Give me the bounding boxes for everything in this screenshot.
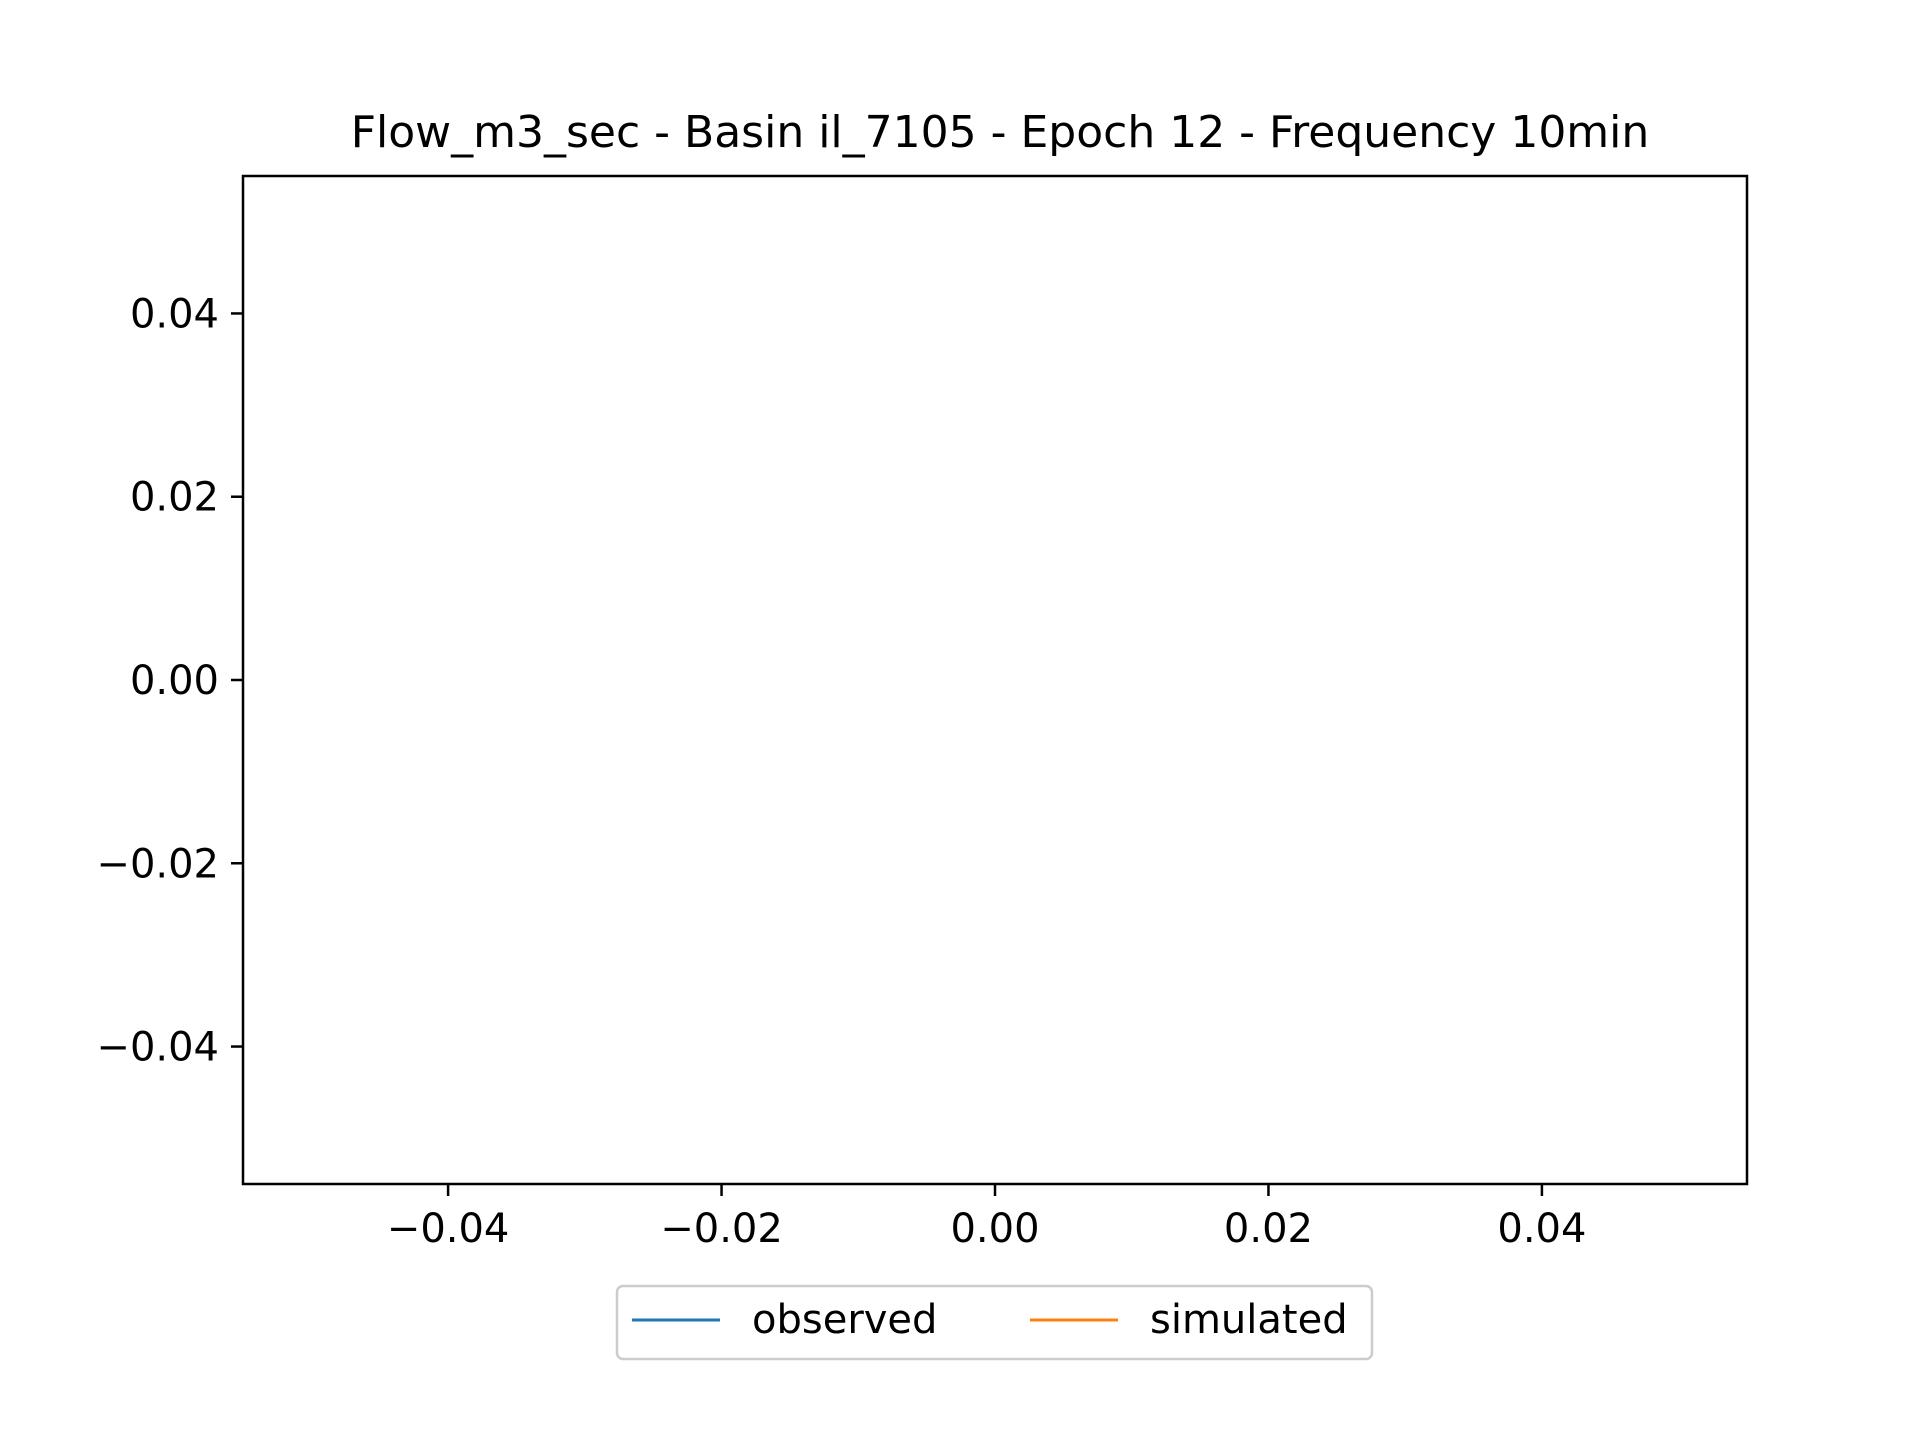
x-tick-label: −0.02 [660, 1206, 783, 1252]
chart-title: Flow_m3_sec - Basin il_7105 - Epoch 12 -… [351, 107, 1650, 158]
legend-label-simulated: simulated [1150, 1297, 1348, 1343]
y-tick-label: 0.02 [130, 475, 219, 521]
y-tick-label: −0.04 [96, 1025, 219, 1071]
y-axis: −0.04 −0.02 0.00 0.02 0.04 [96, 291, 243, 1071]
x-tick-label: −0.04 [387, 1206, 510, 1252]
x-axis: −0.04 −0.02 0.00 0.02 0.04 [387, 1184, 1586, 1252]
x-tick-label: 0.02 [1224, 1206, 1313, 1252]
y-tick-label: −0.02 [96, 841, 219, 887]
x-tick-label: 0.04 [1497, 1206, 1586, 1252]
legend-label-observed: observed [752, 1297, 937, 1343]
x-tick-label: 0.00 [950, 1206, 1039, 1252]
legend: observed simulated [615, 1284, 1374, 1361]
y-tick-label: 0.04 [130, 291, 219, 337]
y-tick-label: 0.00 [130, 658, 219, 704]
legend-box [615, 1284, 1374, 1361]
